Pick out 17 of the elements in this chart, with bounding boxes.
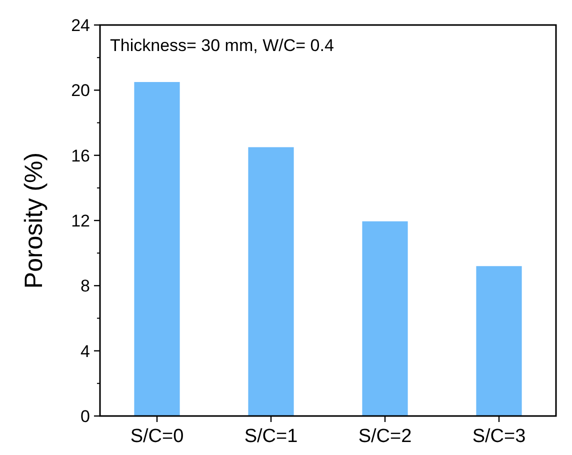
y-axis-title: Porosity (%) bbox=[20, 152, 48, 289]
y-tick-label: 16 bbox=[71, 146, 90, 166]
y-tick-label: 4 bbox=[80, 342, 90, 361]
x-tick-label: S/C=3 bbox=[472, 426, 526, 447]
y-tick-label: 20 bbox=[71, 81, 90, 100]
bar bbox=[362, 221, 408, 416]
bar bbox=[248, 147, 294, 416]
x-tick-label: S/C=2 bbox=[358, 426, 412, 447]
y-tick-label: 8 bbox=[80, 276, 90, 296]
x-tick-label: S/C=0 bbox=[130, 426, 184, 447]
bar bbox=[134, 82, 180, 416]
bar bbox=[476, 266, 522, 416]
y-tick-label: 12 bbox=[71, 211, 90, 230]
annotation: Thickness= 30 mm, W/C= 0.4 bbox=[110, 36, 334, 55]
y-tick-label: 24 bbox=[71, 16, 90, 35]
x-tick-label: S/C=1 bbox=[244, 426, 298, 447]
y-tick-label: 0 bbox=[80, 406, 90, 426]
